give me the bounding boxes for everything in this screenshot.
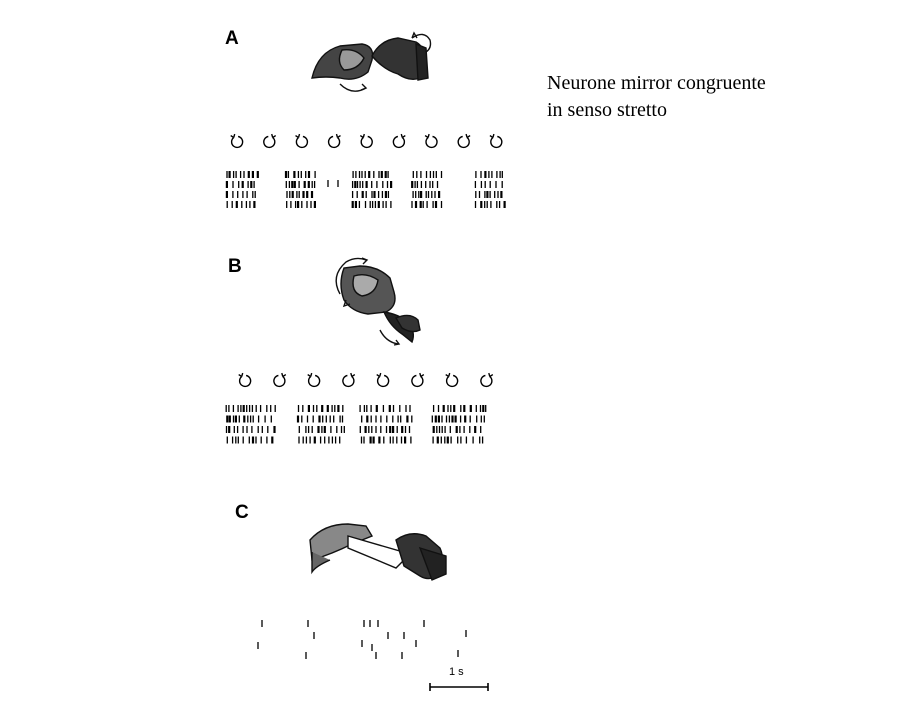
scale-bar-label: 1 s bbox=[449, 666, 464, 678]
panel-c-hands-illustration bbox=[309, 523, 447, 581]
scale-bar bbox=[429, 683, 489, 691]
counterclockwise-arrow-icon bbox=[327, 133, 341, 149]
clockwise-arrow-icon bbox=[424, 133, 438, 149]
counterclockwise-arrow-icon bbox=[263, 133, 277, 149]
panel-b-hand-illustration bbox=[335, 257, 421, 346]
counterclockwise-arrow-icon bbox=[411, 372, 425, 388]
panel-a-label: A bbox=[225, 28, 239, 49]
clockwise-arrow-icon bbox=[307, 372, 321, 388]
clockwise-arrow-icon bbox=[295, 133, 309, 149]
panel-b-rotation-icons bbox=[238, 372, 494, 388]
caption: Neurone mirror congruente in senso stret… bbox=[547, 70, 766, 124]
clockwise-arrow-icon bbox=[376, 372, 390, 388]
panel-b-label: B bbox=[228, 256, 242, 277]
counterclockwise-arrow-icon bbox=[273, 372, 287, 388]
clockwise-arrow-icon bbox=[445, 372, 459, 388]
counterclockwise-arrow-icon bbox=[457, 133, 471, 149]
caption-line-1: Neurone mirror congruente bbox=[547, 72, 766, 94]
clockwise-arrow-icon bbox=[230, 133, 244, 149]
clockwise-arrow-icon bbox=[489, 133, 503, 149]
panel-a-raster bbox=[225, 171, 506, 208]
panel-a-hands-illustration bbox=[311, 31, 432, 92]
clockwise-arrow-icon bbox=[238, 372, 252, 388]
panel-a-rotation-icons bbox=[230, 133, 503, 149]
counterclockwise-arrow-icon bbox=[342, 372, 356, 388]
panel-c-raster bbox=[257, 620, 467, 659]
panel-c-label: C bbox=[235, 502, 249, 523]
panel-b-raster bbox=[225, 405, 487, 444]
caption-line-2: in senso stretto bbox=[547, 99, 667, 121]
counterclockwise-arrow-icon bbox=[480, 372, 494, 388]
clockwise-arrow-icon bbox=[359, 133, 373, 149]
counterclockwise-arrow-icon bbox=[392, 133, 406, 149]
